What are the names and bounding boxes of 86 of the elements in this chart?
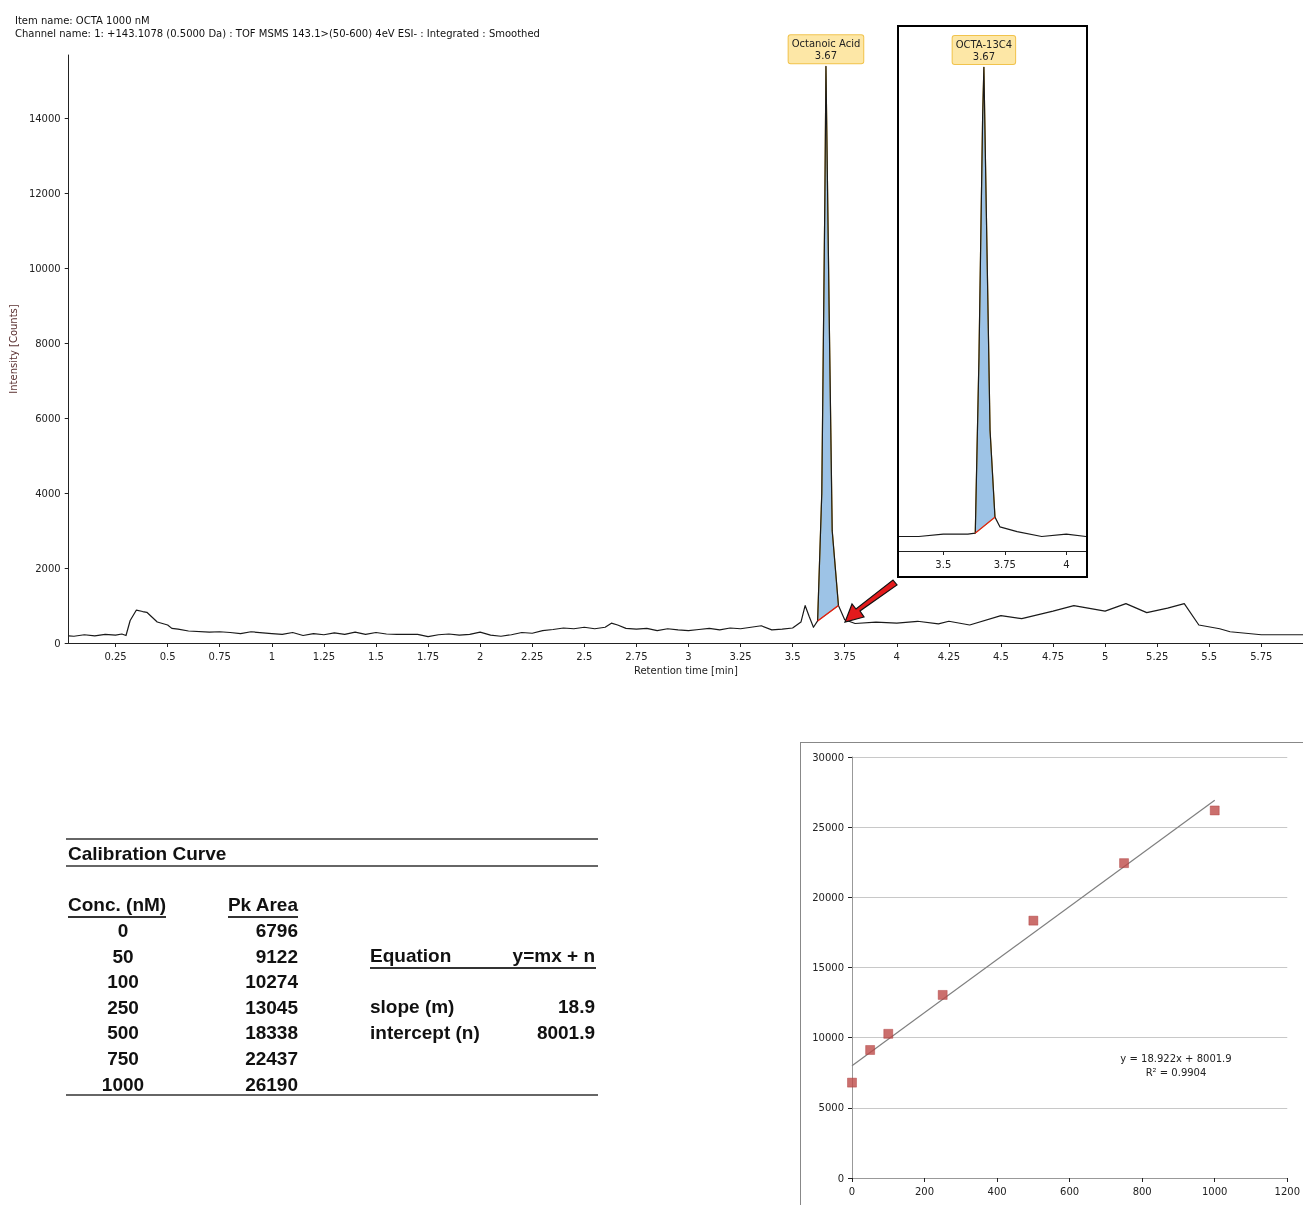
text: Equation [370,945,452,966]
y-tick-label: 30000 [812,751,844,763]
y-tick-label: 12000 [28,188,61,200]
text: 8001.9 [536,1022,595,1044]
point [883,1029,894,1039]
annotation: R² = 0.9904 [1145,1066,1207,1078]
x-tick-label: 4.75 [1041,650,1065,662]
y-tick-label: 14000 [28,113,61,125]
annotation: Octanoic Acid 3.67 [791,37,861,61]
y-tick-label: 25000 [812,821,844,833]
x-tick-label: 1200 [1274,1185,1300,1197]
point [865,1045,875,1055]
y-tick-label: 10000 [812,1032,844,1044]
chart-title: Item name: OCTA 1000 nM [15,14,150,26]
text: 13045 [245,996,298,1019]
x-tick-label: 3.5 [935,558,952,570]
point [847,1077,857,1088]
x-tick-label: 5.75 [1250,650,1273,662]
x-tick-label: 5.25 [1146,650,1169,662]
x-tick-label: 800 [1132,1185,1152,1197]
x-tick-label: 4 [1063,558,1070,570]
y-tick-label: 8000 [35,337,61,349]
annotation: OCTA-13C4 3.67 [955,38,1013,62]
text: 0 [116,920,130,942]
y-tick-label: 6000 [35,412,61,424]
y-tick-label: 5000 [818,1102,844,1114]
y-tick-label: 20000 [812,891,844,903]
y-tick-label: 2000 [35,562,61,574]
x-tick-label: 3.5 [784,650,801,662]
text: 250 [106,996,140,1019]
text: Calibration Curve [68,843,227,865]
chart-subtitle: Channel name: 1: +143.1078 (0.5000 Da) : TOF MSMS 143.1>(50-600) 4eV ESI- : Integrated : Smoothed [15,27,540,39]
x-axis-title: Retention time [min] [633,665,738,677]
text: 500 [106,1022,140,1045]
x-tick-label: 4 [893,650,900,662]
x-tick-label: 400 [987,1185,1007,1197]
text: y=mx + n [512,945,595,967]
x-tick-label: 0.75 [208,650,231,662]
x-tick-label: 3.75 [833,650,856,662]
text: 100 [106,971,140,994]
text: 750 [106,1048,140,1070]
text: 9122 [255,945,298,968]
x-tick-label: 3 [685,650,692,662]
x-tick-label: 4.5 [992,650,1009,662]
x-tick-label: 0.25 [104,650,127,662]
text: 10274 [245,971,298,994]
y-tick-label: 0 [54,637,61,649]
text: 22437 [245,1048,298,1070]
x-tick-label: 2.5 [576,650,593,662]
text: Conc. (nM) [68,894,167,918]
text: 50 [111,945,135,968]
y-tick-label: 4000 [35,487,61,499]
x-tick-label: 0.5 [159,650,176,662]
y-tick-label: 0 [837,1172,844,1184]
text: 26190 [245,1073,298,1096]
x-tick-label: 2.25 [521,650,544,662]
x-tick-label: 1.5 [368,650,384,662]
x-tick-label: 2.75 [625,650,648,662]
text: 18338 [245,1022,298,1045]
y-axis-title: Intensity [Counts] [7,304,19,394]
point [1119,858,1129,868]
x-tick-label: 1000 [1202,1185,1228,1197]
x-tick-label: 5 [1101,650,1109,662]
point [1209,805,1220,816]
x-tick-label: 5.5 [1201,650,1218,662]
x-tick-label: 0 [848,1185,856,1197]
x-tick-label: 2 [476,650,484,662]
x-tick-label: 1.75 [416,650,440,662]
x-tick-label: 4.25 [937,650,960,662]
y-tick-label: 15000 [812,962,844,973]
y-tick-label: 10000 [28,262,61,274]
x-tick-label: 3.75 [993,558,1016,570]
text: slope (m) [370,996,455,1018]
point [1028,915,1039,926]
annotation: y = 18.922x + 8001.9 [1120,1052,1232,1064]
text: 6796 [255,920,298,942]
x-tick-label: 200 [915,1185,935,1197]
text: intercept (n) [370,1022,480,1044]
x-tick-label: 3.25 [729,650,752,662]
x-tick-label: 1.25 [312,650,336,662]
x-tick-label: 600 [1060,1185,1080,1197]
x-tick-label: 1 [268,650,276,662]
text: Pk Area [227,894,298,918]
text: 1000 [100,1073,146,1096]
point [937,990,948,1000]
text: 18.9 [558,996,595,1018]
